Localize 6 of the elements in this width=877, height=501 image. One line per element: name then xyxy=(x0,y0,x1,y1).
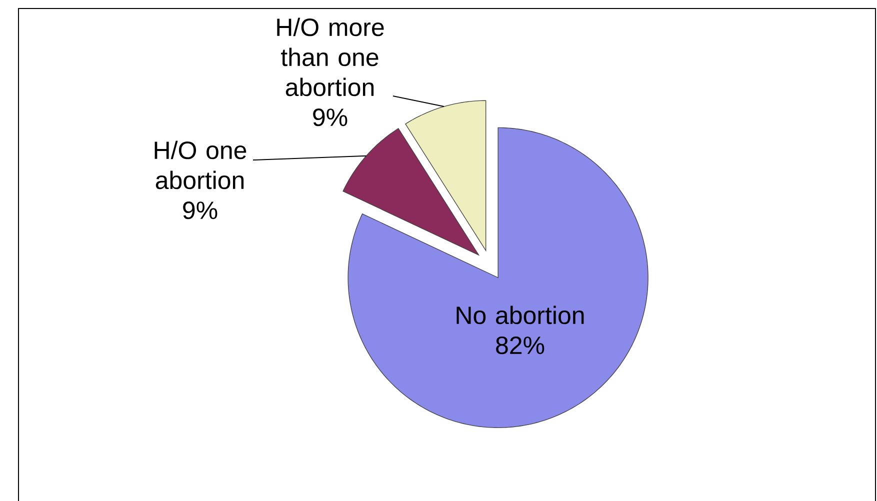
slice-label: H/O one abortion xyxy=(154,140,246,190)
data-label: 82% xyxy=(496,336,544,354)
data-label: 9% xyxy=(313,108,348,126)
slice-label: No abortion xyxy=(456,306,584,324)
slice-label: H/O more than one abortion xyxy=(277,18,384,96)
data-label: 9% xyxy=(183,201,218,220)
